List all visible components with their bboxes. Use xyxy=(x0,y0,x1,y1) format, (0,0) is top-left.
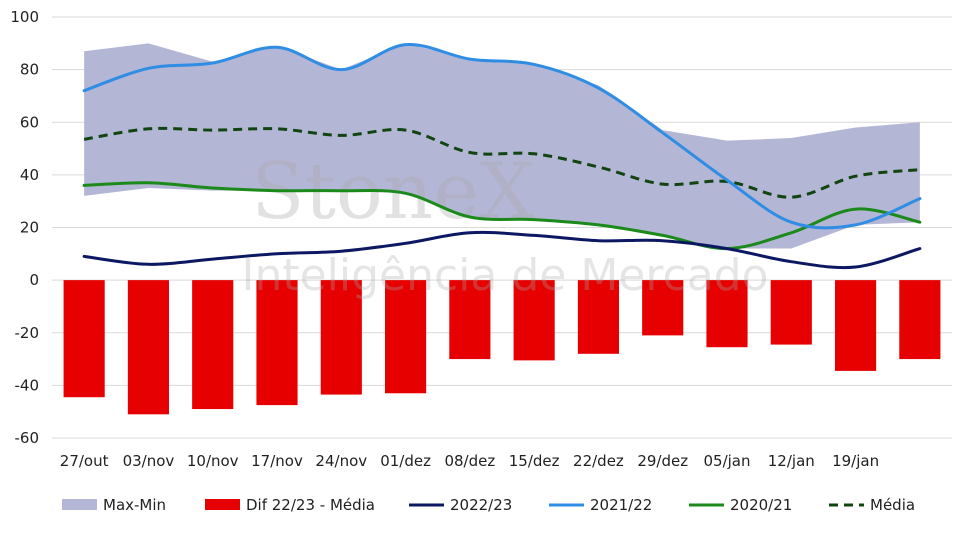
legend-swatch xyxy=(205,499,240,510)
dif-bars-layer xyxy=(63,280,941,415)
x-tick-label: 22/dez xyxy=(573,452,624,470)
series-line xyxy=(82,181,922,251)
dif-bar xyxy=(127,280,169,415)
y-tick-label: 80 xyxy=(20,61,39,79)
dif-bar xyxy=(256,280,298,406)
x-tick-label: 03/nov xyxy=(123,452,175,470)
series-line xyxy=(82,43,922,230)
x-tick-label: 19/jan xyxy=(832,452,879,470)
y-tick-label: 20 xyxy=(20,219,39,237)
max-min-band xyxy=(84,43,920,249)
dif-bar xyxy=(706,280,748,348)
dif-bar xyxy=(192,280,234,410)
dif-bar xyxy=(835,280,877,371)
legend-swatch xyxy=(62,499,97,510)
legend: Max-Min Dif 22/23 - Média 2022/23 2021/22 20… xyxy=(62,496,915,514)
y-tick-label: 100 xyxy=(10,8,39,26)
x-tick-label: 05/jan xyxy=(703,452,750,470)
legend-label: 2020/21 xyxy=(730,496,792,514)
y-axis-ticks: -60 -40 -20 0 20 40 60 80 100 xyxy=(10,8,39,447)
dif-bar xyxy=(770,280,812,345)
dif-bar xyxy=(577,280,619,354)
x-tick-label: 08/dez xyxy=(444,452,495,470)
x-tick-label: 27/out xyxy=(60,452,109,470)
legend-label: Dif 22/23 - Média xyxy=(246,496,375,514)
x-tick-label: 15/dez xyxy=(509,452,560,470)
legend-label: Max-Min xyxy=(103,496,166,514)
dif-bar xyxy=(899,280,941,360)
max-min-band-layer xyxy=(84,43,920,249)
y-tick-label: -20 xyxy=(15,324,40,342)
y-tick-label: -40 xyxy=(15,376,40,394)
x-axis-ticks: 27/out 03/nov 10/nov 17/nov 24/nov 01/dez 08/d… xyxy=(60,452,879,470)
legend-label: Média xyxy=(870,496,915,514)
x-tick-label: 24/nov xyxy=(315,452,367,470)
legend-label: 2021/22 xyxy=(590,496,652,514)
y-tick-label: -60 xyxy=(15,429,40,447)
dif-bar xyxy=(513,280,555,361)
dif-bar xyxy=(642,280,684,336)
dif-bar xyxy=(320,280,362,395)
series-lines-layer xyxy=(82,43,922,270)
watermark-tagline: Inteligência de Mercado xyxy=(241,250,768,301)
x-tick-label: 10/nov xyxy=(187,452,239,470)
dif-bar xyxy=(449,280,491,360)
y-tick-label: 60 xyxy=(20,113,39,131)
series-line xyxy=(83,126,921,199)
x-tick-label: 17/nov xyxy=(251,452,303,470)
dif-bar xyxy=(63,280,105,398)
x-tick-label: 29/dez xyxy=(637,452,688,470)
dif-bar xyxy=(385,280,427,394)
x-tick-label: 12/jan xyxy=(768,452,815,470)
y-tick-label: 40 xyxy=(20,166,39,184)
y-tick-label: 0 xyxy=(29,271,39,289)
series-line xyxy=(82,230,922,270)
legend-label: 2022/23 xyxy=(450,496,512,514)
x-tick-label: 01/dez xyxy=(380,452,431,470)
